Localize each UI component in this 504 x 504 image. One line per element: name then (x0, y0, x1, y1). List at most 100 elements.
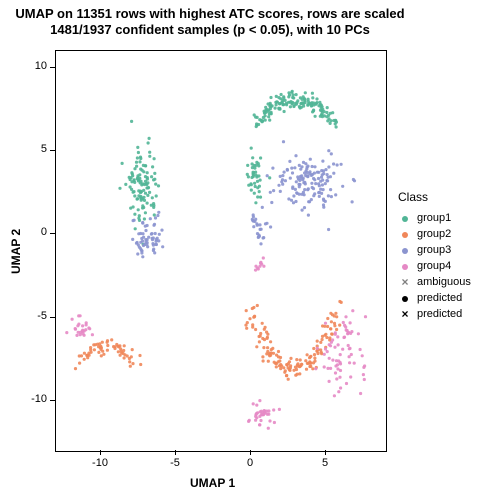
point-group1 (292, 96, 295, 99)
point-group1 (267, 108, 270, 111)
point-group4 (363, 378, 366, 381)
point-group3 (150, 233, 153, 236)
point-group3 (325, 179, 328, 182)
point-group3 (157, 211, 160, 214)
point-group2 (128, 360, 131, 363)
point-group3 (316, 171, 319, 174)
point-group2 (106, 339, 109, 342)
point-group1 (271, 104, 274, 107)
point-group1 (319, 115, 322, 118)
point-group3 (272, 189, 275, 192)
point-group3 (281, 178, 284, 181)
point-group1 (157, 184, 160, 187)
point-group2 (338, 300, 341, 303)
point-group4 (349, 375, 352, 378)
point-group1 (274, 107, 277, 110)
point-group1 (138, 219, 141, 222)
point-group2 (309, 365, 312, 368)
point-group1 (134, 227, 137, 230)
point-group2 (138, 354, 141, 357)
point-group1 (253, 192, 256, 195)
point-group1 (326, 119, 329, 122)
point-group2 (244, 324, 247, 327)
point-group4 (339, 353, 342, 356)
point-group2 (266, 350, 269, 353)
point-group4 (316, 347, 319, 350)
point-group1 (319, 103, 322, 106)
point-group3 (277, 184, 280, 187)
point-group3 (330, 152, 333, 155)
x-tick-label: 5 (313, 457, 337, 469)
dot-icon (398, 292, 412, 304)
point-group3 (156, 214, 159, 217)
point-group4 (342, 321, 345, 324)
point-group2 (309, 355, 312, 358)
point-group1 (139, 190, 142, 193)
point-group3 (302, 161, 305, 164)
point-group1 (304, 91, 307, 94)
point-group1 (282, 96, 285, 99)
x-tick (250, 450, 251, 455)
point-group2 (261, 322, 264, 325)
point-group3 (310, 198, 313, 201)
point-group4 (84, 328, 87, 331)
point-group1 (137, 151, 140, 154)
point-group3 (290, 167, 293, 170)
point-group1 (148, 137, 151, 140)
point-group4 (357, 332, 360, 335)
point-group3 (327, 194, 330, 197)
point-group3 (271, 167, 274, 170)
point-group4 (323, 365, 326, 368)
point-group1 (255, 125, 258, 128)
point-group4 (268, 419, 271, 422)
legend-item: ×ambiguous (398, 274, 471, 290)
point-group2 (304, 359, 307, 362)
point-group2 (313, 353, 316, 356)
point-group3 (257, 236, 260, 239)
point-group2 (117, 350, 120, 353)
point-group1 (253, 182, 256, 185)
point-group4 (77, 314, 80, 317)
point-group2 (275, 365, 278, 368)
dot-icon (398, 212, 412, 224)
point-group4 (337, 390, 340, 393)
point-group2 (319, 348, 322, 351)
point-group2 (267, 360, 270, 363)
point-group3 (304, 182, 307, 185)
point-group1 (154, 183, 157, 186)
point-group3 (252, 225, 255, 228)
point-group1 (130, 176, 133, 179)
point-group3 (291, 171, 294, 174)
point-group1 (142, 164, 145, 167)
point-group2 (326, 317, 329, 320)
point-group1 (261, 120, 264, 123)
point-group4 (359, 392, 362, 395)
point-group3 (324, 182, 327, 185)
point-group3 (320, 169, 323, 172)
point-group4 (259, 261, 262, 264)
point-group4 (339, 386, 342, 389)
point-group3 (155, 238, 158, 241)
point-group4 (328, 380, 331, 383)
point-group2 (330, 332, 333, 335)
point-group2 (334, 312, 337, 315)
point-group3 (306, 174, 309, 177)
dot-icon (398, 244, 412, 256)
point-group3 (292, 194, 295, 197)
point-group2 (325, 336, 328, 339)
point-group3 (317, 182, 320, 185)
point-group4 (88, 327, 91, 330)
point-group1 (129, 185, 132, 188)
x-tick (175, 450, 176, 455)
y-tick-label: -5 (37, 310, 47, 322)
point-group3 (318, 191, 321, 194)
point-group4 (353, 362, 356, 365)
y-tick (50, 150, 55, 151)
point-group3 (303, 188, 306, 191)
point-group2 (251, 323, 254, 326)
point-group3 (136, 252, 139, 255)
point-group1 (138, 214, 141, 217)
point-group1 (335, 125, 338, 128)
point-group4 (81, 324, 84, 327)
point-group1 (257, 174, 260, 177)
